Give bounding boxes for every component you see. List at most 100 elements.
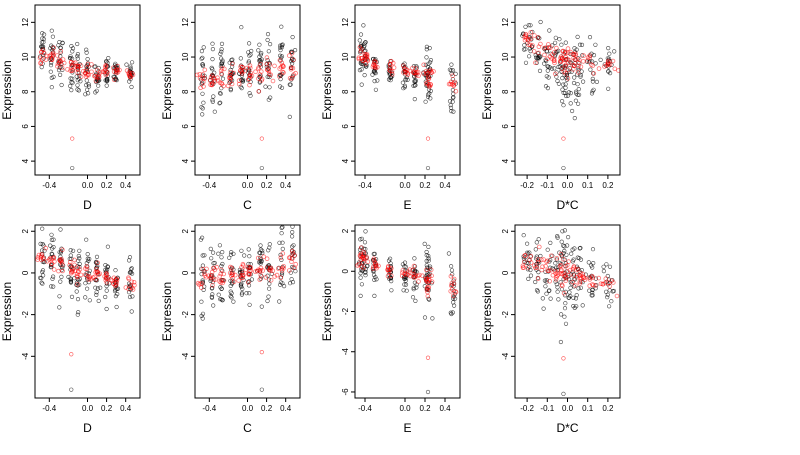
- fitted-point: [360, 260, 366, 265]
- fitted-point: [197, 72, 203, 77]
- fitted-point: [605, 58, 611, 64]
- observed-point: [610, 278, 615, 283]
- observed-point: [358, 271, 363, 276]
- observed-point: [559, 69, 564, 74]
- observed-point: [400, 80, 406, 85]
- observed-point: [568, 285, 573, 291]
- fitted-point: [356, 262, 362, 267]
- panel-bottom-2: -0.4 0.0 0.2 0.4 -4 -2 0 2 C Expression: [160, 224, 301, 435]
- observed-point: [51, 284, 56, 289]
- observed-point: [75, 83, 80, 88]
- fitted-point: [539, 257, 544, 263]
- x-tick-label: 0.4: [439, 181, 451, 190]
- observed-point: [290, 244, 295, 249]
- observed-point: [423, 99, 428, 104]
- observed-point: [405, 77, 410, 82]
- observed-point: [533, 279, 538, 285]
- observed-point: [218, 100, 223, 105]
- observed-point: [75, 87, 80, 92]
- x-tick-label: 0.0: [562, 181, 574, 190]
- observed-point: [287, 114, 292, 119]
- observed-point: [111, 74, 116, 79]
- observed-point: [48, 243, 53, 248]
- observed-point: [128, 66, 133, 71]
- observed-point: [427, 45, 432, 51]
- outlier-point: [561, 391, 566, 396]
- fitted-point: [451, 81, 456, 86]
- y-axis-title: Expression: [0, 60, 14, 119]
- fitted-point: [96, 272, 101, 278]
- observed-point: [548, 240, 553, 245]
- observed-point: [426, 61, 431, 66]
- observed-point: [362, 41, 367, 46]
- fitted-point: [590, 63, 595, 68]
- fitted-point: [523, 32, 528, 37]
- observed-point: [85, 56, 90, 62]
- observed-point: [290, 34, 295, 40]
- fitted-point: [290, 248, 295, 254]
- x-axis-title: D: [83, 421, 92, 435]
- observed-point: [258, 261, 263, 266]
- observed-point: [404, 288, 409, 293]
- observed-point: [212, 109, 217, 114]
- observed-point: [562, 228, 568, 233]
- observed-point: [414, 65, 419, 70]
- fitted-point: [84, 65, 90, 70]
- fitted-point: [425, 289, 430, 295]
- y-tick-label: 10: [181, 52, 190, 61]
- observed-point: [129, 309, 134, 314]
- fitted-point: [363, 61, 369, 66]
- x-tick-label: 0.4: [120, 404, 132, 413]
- fitted-point: [587, 277, 593, 282]
- fitted-point: [402, 271, 408, 277]
- fitted-point: [565, 76, 571, 81]
- observed-point: [244, 291, 249, 296]
- fitted-point: [533, 265, 538, 271]
- fitted-point: [84, 264, 89, 269]
- fitted-point: [258, 62, 264, 67]
- observed-point: [218, 91, 223, 96]
- panel-top-4: -0.2 -0.1 0.0 0.1 0.2 4 6 8 10 12 D*C Expression: [480, 4, 621, 212]
- observed-point: [412, 96, 417, 102]
- observed-point: [247, 302, 252, 307]
- observed-point: [278, 45, 283, 50]
- y-tick-label: 2: [341, 228, 350, 233]
- observed-point: [545, 68, 550, 73]
- observed-point: [542, 278, 548, 283]
- observed-point: [426, 258, 431, 263]
- observed-point: [428, 57, 434, 63]
- observed-point: [219, 255, 224, 260]
- observed-point: [280, 246, 285, 251]
- observed-point: [228, 67, 233, 73]
- observed-point: [68, 253, 73, 258]
- observed-point: [570, 247, 575, 252]
- observed-point: [267, 281, 272, 286]
- observed-point: [414, 285, 419, 290]
- y-tick-label: 12: [341, 17, 350, 26]
- observed-point: [68, 83, 73, 89]
- observed-point: [547, 28, 552, 33]
- fitted-point: [358, 245, 364, 251]
- observed-point: [40, 268, 46, 273]
- fitted-point: [565, 60, 571, 66]
- fitted-point: [254, 268, 260, 274]
- x-tick-label: 0.4: [280, 404, 292, 413]
- fitted-point: [60, 247, 65, 253]
- observed-point: [77, 282, 82, 287]
- fitted-point: [536, 50, 541, 56]
- plot-frame: [34, 4, 141, 176]
- observed-point: [228, 289, 233, 294]
- fitted-point: [221, 271, 227, 277]
- observed-point: [220, 76, 226, 81]
- fitted-point: [602, 280, 608, 286]
- observed-point: [566, 295, 572, 300]
- fitted-point: [429, 273, 434, 279]
- observed-point: [50, 276, 55, 281]
- observed-point: [227, 255, 232, 260]
- fitted-point: [199, 281, 205, 286]
- observed-point: [258, 52, 263, 57]
- observed-point: [68, 280, 74, 285]
- observed-point: [591, 261, 596, 266]
- observed-point: [199, 56, 204, 61]
- fitted-point: [571, 63, 577, 68]
